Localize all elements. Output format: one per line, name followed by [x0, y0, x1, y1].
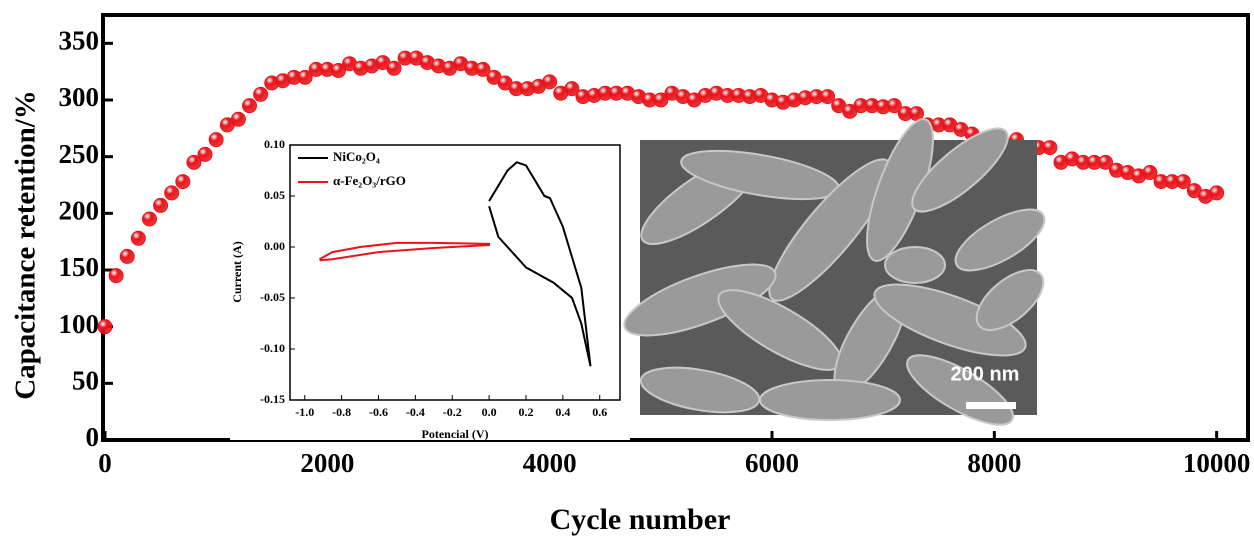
x-tick-label: -0.2	[443, 405, 462, 419]
rod	[873, 283, 1027, 357]
y-tick-label: -0.15	[260, 392, 285, 406]
y-tick-label: 50	[72, 366, 99, 396]
point	[197, 146, 213, 162]
x-tick-label: 4000	[523, 448, 577, 478]
point	[386, 60, 402, 76]
point	[653, 92, 669, 108]
y-tick-label: 0.10	[264, 137, 285, 151]
y-tick-label: 100	[59, 309, 100, 339]
x-tick-label: -1.0	[295, 405, 314, 419]
point	[1209, 185, 1225, 201]
y-tick-label: 250	[59, 139, 100, 169]
cv-curve	[488, 161, 592, 367]
point	[1042, 140, 1058, 156]
x-axis-title: Potencial (V)	[422, 427, 489, 441]
point	[820, 89, 836, 105]
x-tick-label: 0.4	[555, 405, 570, 419]
x-tick-label: -0.8	[332, 405, 351, 419]
x-tick-label: 2000	[300, 448, 354, 478]
point	[186, 154, 202, 170]
point	[153, 197, 169, 213]
y-tick-label: 350	[59, 26, 100, 56]
plot-frame	[101, 13, 1250, 442]
x-axis-title: Cycle number	[550, 503, 731, 536]
y-tick-label: 200	[59, 196, 100, 226]
y-tick-label: 0.05	[264, 188, 285, 202]
point	[119, 248, 135, 264]
y-tick-label: 150	[59, 252, 100, 282]
point	[208, 132, 224, 148]
x-tick-label: 0.0	[482, 405, 497, 419]
rod	[759, 379, 901, 421]
y-tick-label: 0	[86, 422, 100, 452]
point	[175, 174, 191, 190]
point	[97, 319, 113, 335]
x-tick-label: 8000	[967, 448, 1021, 478]
legend-label: NiCo₂O₄	[333, 149, 380, 164]
x-tick-label: 0.6	[592, 405, 607, 419]
point	[564, 81, 580, 97]
x-tick-label: -0.6	[369, 405, 388, 419]
scale-label: 200 nm	[951, 363, 1020, 385]
y-tick-label: -0.05	[260, 290, 285, 304]
point	[1097, 154, 1113, 170]
point	[1175, 174, 1191, 190]
point	[108, 268, 124, 284]
rod	[975, 269, 1045, 331]
rod	[623, 263, 777, 337]
point	[330, 63, 346, 79]
y-tick-label: -0.10	[260, 341, 285, 355]
x-tick-label: 0.2	[518, 405, 533, 419]
x-tick-label: 10000	[1183, 448, 1251, 478]
point	[164, 185, 180, 201]
inset-background	[230, 138, 630, 440]
x-tick-label: 0	[98, 448, 112, 478]
cv-curve	[319, 241, 491, 262]
point	[297, 69, 313, 85]
x-tick-label: -0.4	[406, 405, 425, 419]
y-axis-title: Capacitance retention/%	[10, 90, 42, 400]
sem-image: 200 nm	[623, 118, 1046, 426]
point	[475, 61, 491, 77]
point	[242, 98, 258, 114]
y-axis-title: Current (A)	[230, 241, 244, 302]
x-tick-label: 6000	[745, 448, 799, 478]
y-tick-label: 300	[59, 82, 100, 112]
rod	[954, 208, 1046, 272]
point	[230, 111, 246, 127]
legend-label: α-Fe₂O₃/rGO	[333, 173, 406, 188]
point	[253, 86, 269, 102]
point	[542, 74, 558, 90]
scale-bar	[966, 402, 1016, 409]
rod	[884, 246, 946, 284]
point	[1142, 165, 1158, 181]
point	[130, 230, 146, 246]
point	[886, 98, 902, 114]
y-tick-label: 0.00	[264, 239, 285, 253]
rod	[911, 127, 1009, 213]
inset-frame	[289, 144, 621, 401]
point	[141, 211, 157, 227]
